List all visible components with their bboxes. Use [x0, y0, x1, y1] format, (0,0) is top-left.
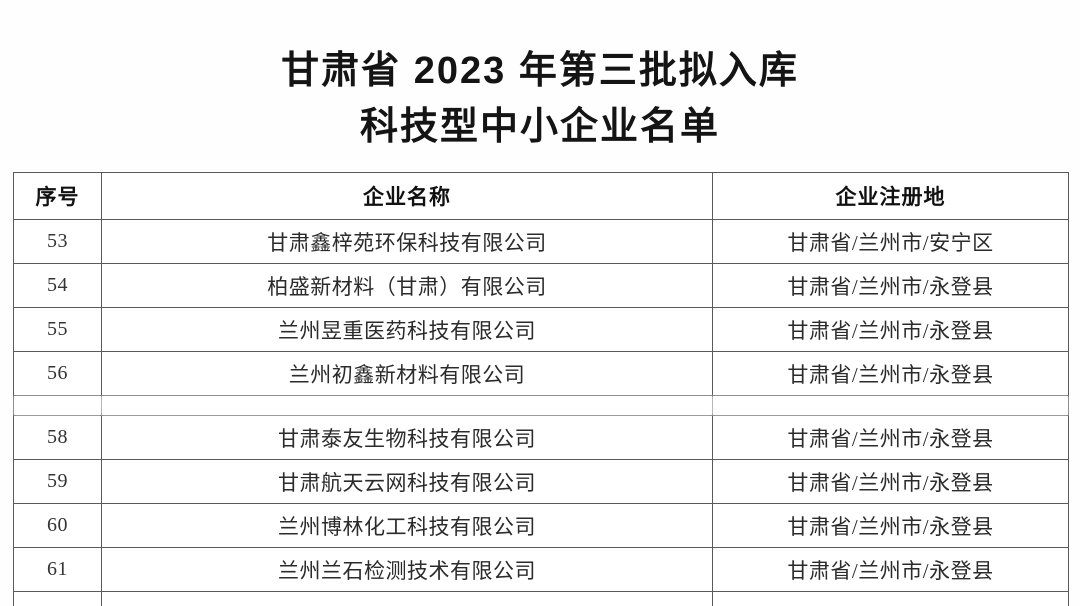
cell-enterprise-name: 柏盛新材料（甘肃）有限公司: [101, 263, 713, 308]
cell-registration-place: 甘肃省/兰州市/永登县: [712, 503, 1069, 548]
table-row: 59 甘肃航天云网科技有限公司 甘肃省/兰州市/永登县: [13, 459, 1069, 504]
table-header-row: 序号 企业名称 企业注册地: [13, 172, 1069, 220]
page-title-line-2: 科技型中小企业名单: [359, 106, 720, 149]
cell-enterprise-name: [101, 395, 713, 416]
cell-sequence: 60: [13, 503, 102, 548]
table-row: 60 兰州博林化工科技有限公司 甘肃省/兰州市/永登县: [13, 503, 1069, 548]
cell-sequence: 54: [13, 263, 102, 308]
enterprise-list-table: 序号 企业名称 企业注册地 53 甘肃鑫梓苑环保科技有限公司 甘肃省/兰州市/安宁区…: [13, 172, 1069, 606]
cell-registration-place: [712, 395, 1069, 416]
cell-sequence: [13, 395, 102, 416]
cell-registration-place: 甘肃省/兰州市/永登县: [712, 263, 1069, 308]
cell-sequence: 61: [13, 547, 102, 592]
cell-sequence: [13, 591, 102, 606]
cell-enterprise-name: 兰州昱重医药科技有限公司: [101, 307, 713, 352]
table-row: 53 甘肃鑫梓苑环保科技有限公司 甘肃省/兰州市/安宁区: [13, 219, 1069, 264]
cell-registration-place: 甘肃省/兰州市/永登县: [712, 547, 1069, 592]
cell-enterprise-name: 兰州初鑫新材料有限公司: [101, 351, 713, 396]
table-row: 54 柏盛新材料（甘肃）有限公司 甘肃省/兰州市/永登县: [13, 263, 1069, 308]
page-title-line-1: 甘肃省 2023 年第三批拟入库: [281, 50, 799, 93]
cell-registration-place: 甘肃省/兰州市/永登县: [712, 459, 1069, 504]
table-row: 56 兰州初鑫新材料有限公司 甘肃省/兰州市/永登县: [13, 351, 1069, 396]
column-header-registration-place: 企业注册地: [712, 172, 1069, 220]
cell-registration-place: 甘肃省/兰州市/安宁区: [712, 219, 1069, 264]
table-row: 61 兰州兰石检测技术有限公司 甘肃省/兰州市/永登县: [13, 547, 1069, 592]
table-header: 序号 企业名称 企业注册地: [13, 172, 1069, 220]
table-body: 53 甘肃鑫梓苑环保科技有限公司 甘肃省/兰州市/安宁区 54 柏盛新材料（甘肃）有限公…: [13, 219, 1069, 606]
cell-registration-place: [712, 591, 1069, 606]
column-header-enterprise-name: 企业名称: [101, 172, 713, 220]
table-row: [13, 395, 1069, 416]
cell-sequence: 59: [13, 459, 102, 504]
cell-enterprise-name: 兰州兰石检测技术有限公司: [101, 547, 713, 592]
enterprise-list-table-container: 序号 企业名称 企业注册地 53 甘肃鑫梓苑环保科技有限公司 甘肃省/兰州市/安宁区…: [13, 172, 1069, 606]
cell-registration-place: 甘肃省/兰州市/永登县: [712, 415, 1069, 460]
table-row: 58 甘肃泰友生物科技有限公司 甘肃省/兰州市/永登县: [13, 415, 1069, 460]
table-row: 55 兰州昱重医药科技有限公司 甘肃省/兰州市/永登县: [13, 307, 1069, 352]
column-header-sequence: 序号: [13, 172, 102, 220]
page-title: 甘肃省 2023 年第三批拟入库 科技型中小企业名单: [0, 25, 1080, 155]
cell-enterprise-name: 甘肃泰友生物科技有限公司: [101, 415, 713, 460]
cell-enterprise-name: [101, 591, 713, 606]
cell-enterprise-name: 甘肃航天云网科技有限公司: [101, 459, 713, 504]
cell-sequence: 58: [13, 415, 102, 460]
cell-sequence: 53: [13, 219, 102, 264]
table-row: [13, 591, 1069, 606]
cell-sequence: 55: [13, 307, 102, 352]
cell-enterprise-name: 兰州博林化工科技有限公司: [101, 503, 713, 548]
cell-registration-place: 甘肃省/兰州市/永登县: [712, 307, 1069, 352]
cell-sequence: 56: [13, 351, 102, 396]
cell-enterprise-name: 甘肃鑫梓苑环保科技有限公司: [101, 219, 713, 264]
cell-registration-place: 甘肃省/兰州市/永登县: [712, 351, 1069, 396]
